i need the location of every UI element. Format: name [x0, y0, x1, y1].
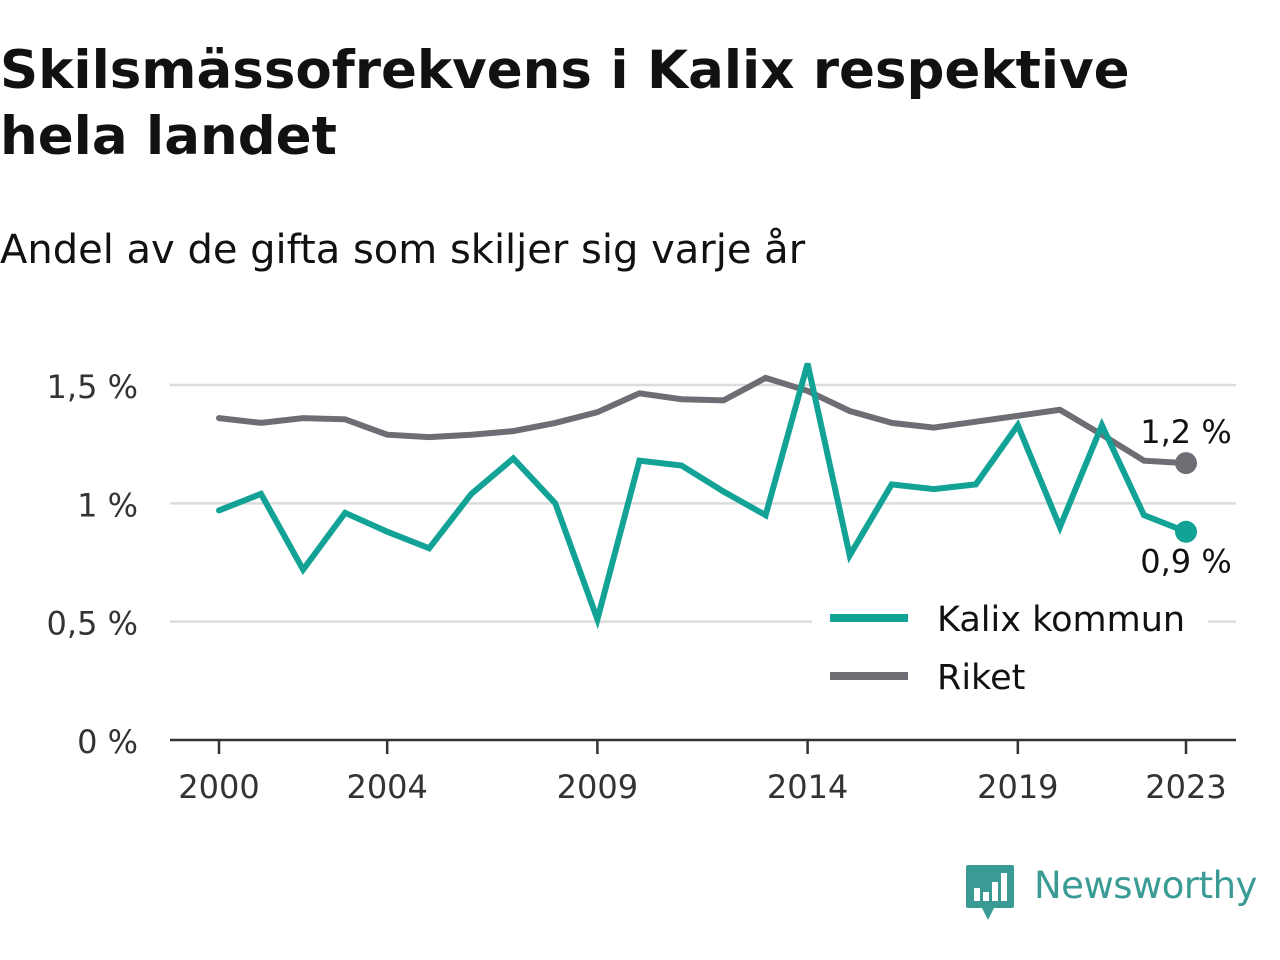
legend: Kalix kommun Riket — [812, 592, 1208, 710]
series-line-kalix — [216, 362, 1189, 630]
x-tick-label: 2019 — [977, 768, 1058, 806]
y-tick-label: 1 % — [77, 486, 138, 524]
newsworthy-logo-icon — [966, 865, 1014, 920]
legend-box — [812, 592, 1208, 710]
end-label-riket: 1,2 % — [1140, 413, 1231, 451]
series-line-riket — [216, 374, 1189, 467]
end-point-kalix — [1175, 520, 1197, 543]
brand-name: Newsworthy — [1034, 864, 1257, 907]
y-tick-label: 0 % — [77, 723, 138, 761]
x-tick-label: 2023 — [1145, 768, 1226, 806]
end-labels: 1,2 % 0,9 % — [1140, 413, 1231, 581]
legend-label-kalix: Kalix kommun — [937, 600, 1185, 640]
y-tick-label: 1,5 % — [47, 368, 138, 406]
end-label-kalix: 0,9 % — [1140, 543, 1231, 581]
chart-title: Skilsmässofrekvens i Kalix respektive he… — [0, 40, 1130, 167]
chart-subtitle: Andel av de gifta som skiljer sig varje … — [0, 227, 806, 273]
legend-label-riket: Riket — [937, 658, 1025, 698]
axes: 0 % 0,5 % 1 % 1,5 % 2000 2004 2009 2014 2019 2023 — [47, 368, 1236, 806]
end-point-riket — [1175, 452, 1197, 475]
x-tick-label: 2014 — [767, 768, 848, 806]
x-tick-label: 2009 — [557, 768, 638, 806]
x-tick-label: 2000 — [178, 768, 259, 806]
x-tick-label: 2004 — [346, 768, 427, 806]
series-lines — [216, 362, 1197, 630]
brand-logo: Newsworthy — [964, 862, 1257, 924]
y-tick-label: 0,5 % — [47, 605, 138, 643]
